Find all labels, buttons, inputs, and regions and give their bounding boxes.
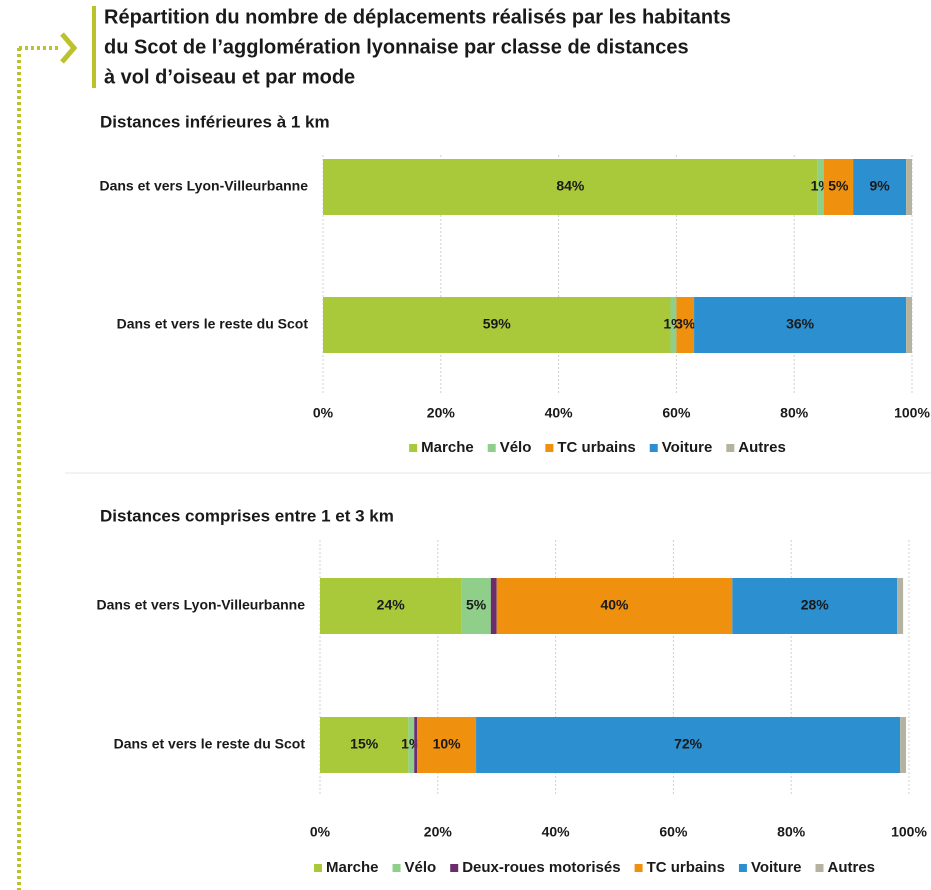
x-tick-label: 100% [894, 405, 930, 421]
bar-segment [670, 297, 677, 353]
bar-segment [906, 159, 912, 215]
legend-swatch [313, 864, 322, 872]
x-tick-label: 60% [659, 824, 688, 840]
value-label: 3% [675, 316, 696, 332]
chart-subtitle: Distances inférieures à 1 km [100, 112, 330, 131]
bar-segment [417, 717, 477, 773]
title-line: à vol d’oiseau et par mode [104, 66, 355, 88]
legend-swatch [634, 864, 643, 872]
value-label: 36% [786, 316, 815, 332]
decor-chevron [60, 32, 78, 64]
x-tick-label: 20% [424, 824, 453, 840]
value-label: 10% [433, 736, 462, 752]
title-bar [92, 6, 96, 88]
x-tick-label: 0% [313, 405, 334, 421]
bar-segment [320, 717, 409, 773]
bar-segment [823, 159, 854, 215]
bar-segment [408, 717, 415, 773]
legend-swatch [815, 864, 824, 872]
legend-label: TC urbains [647, 859, 725, 876]
title-line: du Scot de l’agglomération lyonnaise par… [104, 36, 689, 58]
value-label: 28% [801, 597, 830, 613]
x-tick-label: 60% [662, 405, 691, 421]
x-tick-label: 0% [310, 824, 331, 840]
value-label: 24% [377, 597, 406, 613]
bar-segment [853, 159, 907, 215]
legend-swatch [450, 864, 459, 872]
bar-segment [732, 578, 898, 634]
legend-swatch [738, 864, 747, 872]
legend-label: Marche [421, 439, 474, 456]
category-label: Dans et vers Lyon-Villeurbanne [99, 178, 308, 194]
legend-label: Voiture [751, 859, 802, 876]
legend-swatch [392, 864, 401, 872]
bar-segment [414, 717, 418, 773]
x-tick-label: 80% [777, 824, 806, 840]
x-tick-label: 40% [542, 824, 571, 840]
legend-label: Autres [828, 859, 876, 876]
legend-label: Voiture [662, 439, 713, 456]
legend-label: TC urbains [557, 439, 635, 456]
x-tick-label: 100% [891, 824, 927, 840]
legend-swatch [726, 444, 735, 452]
value-label: 5% [466, 597, 487, 613]
bar-segment [900, 717, 907, 773]
bar-segment [694, 297, 907, 353]
category-label: Dans et vers Lyon-Villeurbanne [96, 597, 305, 613]
legend-label: Marche [326, 859, 379, 876]
value-label: 9% [869, 178, 890, 194]
legend-swatch [409, 444, 418, 452]
chart-subtitle: Distances comprises entre 1 et 3 km [100, 506, 394, 525]
value-label: 40% [600, 597, 629, 613]
value-label: 84% [556, 178, 585, 194]
legend-swatch [487, 444, 496, 452]
bar-segment [496, 578, 733, 634]
value-label: 59% [483, 316, 512, 332]
value-label: 5% [828, 178, 849, 194]
bar-segment [461, 578, 491, 634]
legend-swatch [545, 444, 554, 452]
legend-label: Autres [738, 439, 786, 456]
x-tick-label: 20% [427, 405, 456, 421]
x-tick-label: 80% [780, 405, 809, 421]
bar-segment [817, 159, 824, 215]
bar-segment [490, 578, 497, 634]
category-label: Dans et vers le reste du Scot [114, 736, 306, 752]
bar-segment [323, 159, 818, 215]
title-line: Répartition du nombre de déplacements ré… [104, 6, 731, 28]
bar-segment [320, 578, 462, 634]
bar-segment [906, 297, 912, 353]
legend-swatch [649, 444, 658, 452]
value-label: 15% [350, 736, 379, 752]
bar-segment [476, 717, 901, 773]
legend-label: Vélo [405, 859, 437, 876]
bar-segment [676, 297, 695, 353]
legend-label: Deux-roues motorisés [462, 859, 620, 876]
value-label: 72% [674, 736, 703, 752]
x-tick-label: 40% [545, 405, 574, 421]
bar-segment [323, 297, 671, 353]
category-label: Dans et vers le reste du Scot [117, 316, 309, 332]
legend-label: Vélo [500, 439, 532, 456]
bar-segment [897, 578, 904, 634]
